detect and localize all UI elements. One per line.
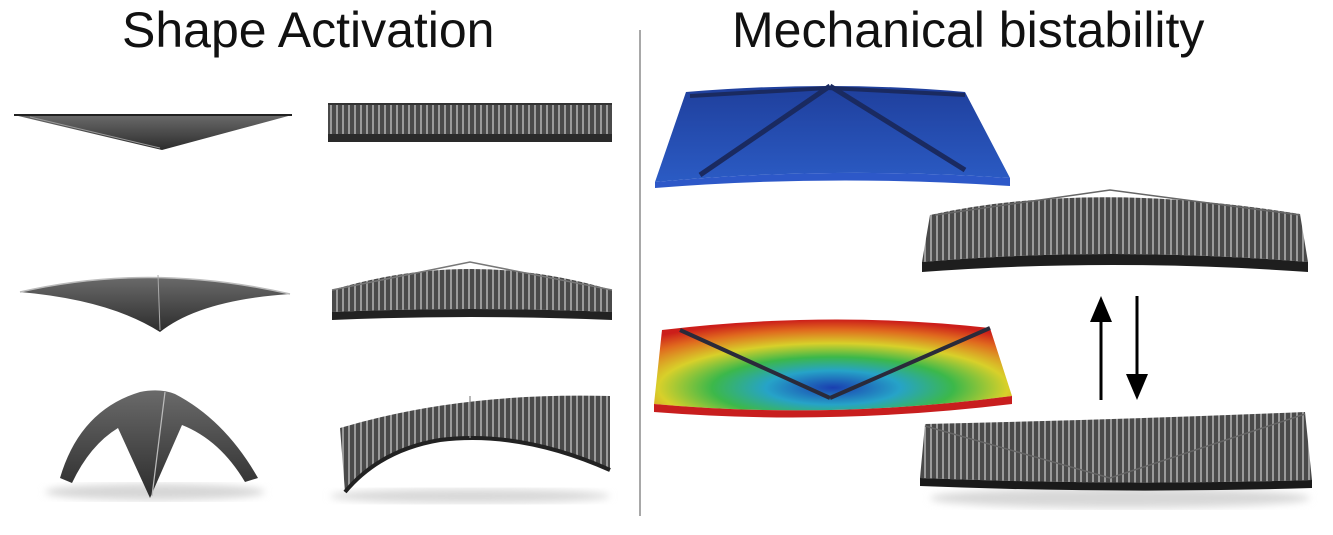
- flat-ribbed-plate: [328, 103, 612, 142]
- shape-activation-title: Shape Activation: [122, 2, 495, 58]
- mechanical-bistability-title: Mechanical bistability: [732, 2, 1205, 58]
- ribbed-shell-dome-up: [922, 189, 1308, 272]
- simulation-stable-state-lower: [654, 319, 1012, 418]
- partially-activated-ribbed-plate: [331, 261, 613, 320]
- simulation-stable-state-upper: [655, 83, 1010, 188]
- bistability-arrows: [1090, 296, 1148, 400]
- arrow-down-icon: [1126, 296, 1148, 400]
- arrow-up-icon: [1090, 296, 1112, 400]
- fully-activated-dome-side-view: [45, 390, 265, 500]
- fully-activated-ribbed-arch: [330, 395, 611, 503]
- partially-activated-shell-side-view: [19, 274, 291, 332]
- panel-divider: [639, 30, 641, 516]
- ribbed-shell-dome-down: [920, 412, 1312, 508]
- flat-shell-side-view: [14, 114, 292, 150]
